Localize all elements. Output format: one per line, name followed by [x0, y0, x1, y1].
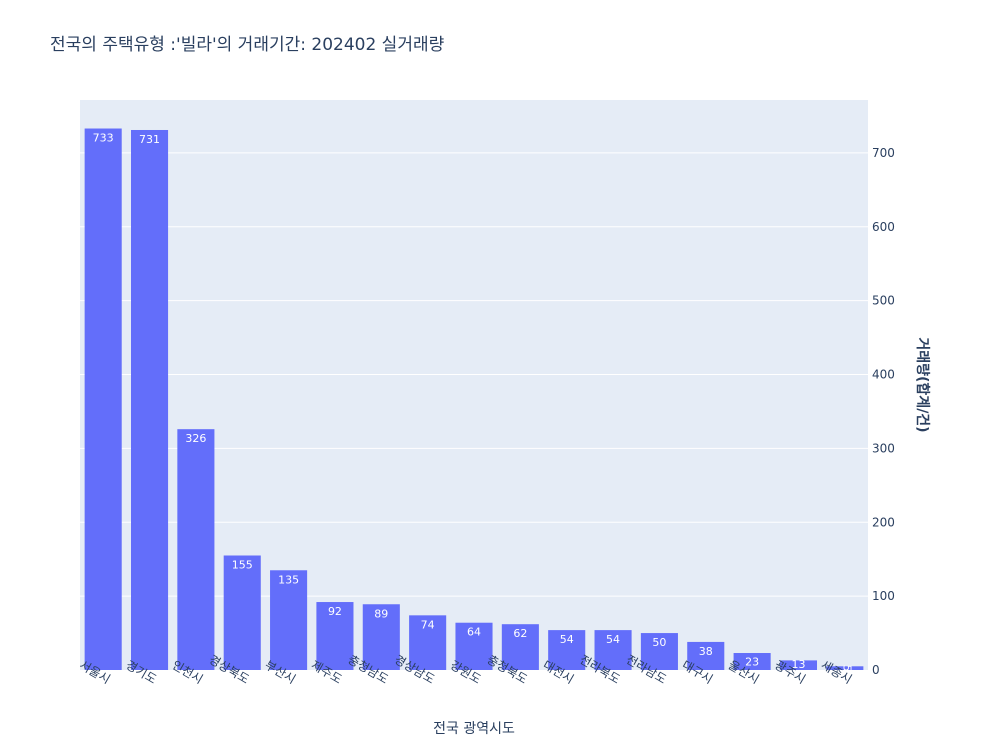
- bar: [733, 653, 771, 670]
- bar: [130, 129, 169, 671]
- bar: [223, 555, 261, 670]
- chart-title: 전국의 주택유형 :'빌라'의 거래기간: 202402 실거래량: [50, 35, 445, 55]
- bar-value-label: 135: [278, 573, 299, 586]
- y-tick-label: 600: [872, 220, 895, 234]
- y-tick-label: 100: [872, 589, 895, 603]
- y-tick-label: 300: [872, 441, 895, 455]
- bar: [779, 660, 818, 670]
- bar: [362, 604, 400, 670]
- bar: [455, 622, 493, 670]
- bar: [316, 602, 354, 670]
- bar: [270, 570, 308, 670]
- bar-value-label: 92: [328, 605, 342, 618]
- y-tick-label: 400: [872, 368, 895, 382]
- bar-value-label: 50: [652, 636, 666, 649]
- bar-value-label: 64: [467, 626, 481, 639]
- bar-value-label: 5: [840, 665, 853, 672]
- bars: [84, 128, 864, 671]
- bar-value-label: 326: [185, 432, 206, 445]
- bar-value-label: 74: [421, 618, 435, 631]
- bar-value-label: 54: [606, 633, 620, 646]
- bar-value-label: 89: [374, 607, 388, 620]
- bar-value-label: 38: [699, 645, 713, 658]
- bar-value-label: 13: [791, 658, 805, 671]
- bar: [501, 624, 539, 670]
- y-tick-label: 700: [872, 146, 895, 160]
- bar: [594, 630, 632, 670]
- bar: [640, 633, 678, 670]
- y-axis-title: 거래량(합계/건): [914, 337, 931, 432]
- bar-value-label: 54: [560, 633, 574, 646]
- y-tick-labels: 0 100 200 300 400 500 600 700: [872, 146, 895, 677]
- bar: [409, 615, 447, 670]
- bar-value-label: 731: [139, 133, 160, 146]
- bar-value-label: 23: [745, 655, 759, 668]
- bar: [687, 641, 725, 670]
- y-tick-label: 200: [872, 515, 895, 529]
- bar: [177, 429, 215, 670]
- bar-value-label: 62: [513, 627, 527, 640]
- y-tick-label: 0: [872, 663, 880, 677]
- y-tick-label: 500: [872, 294, 895, 308]
- bar: [84, 128, 122, 670]
- bar-value-label: 155: [232, 558, 253, 571]
- bar: [548, 630, 586, 670]
- bar: [826, 666, 864, 670]
- bar-value-label: 733: [93, 132, 114, 145]
- x-axis-title: 전국 광역시도: [433, 721, 515, 737]
